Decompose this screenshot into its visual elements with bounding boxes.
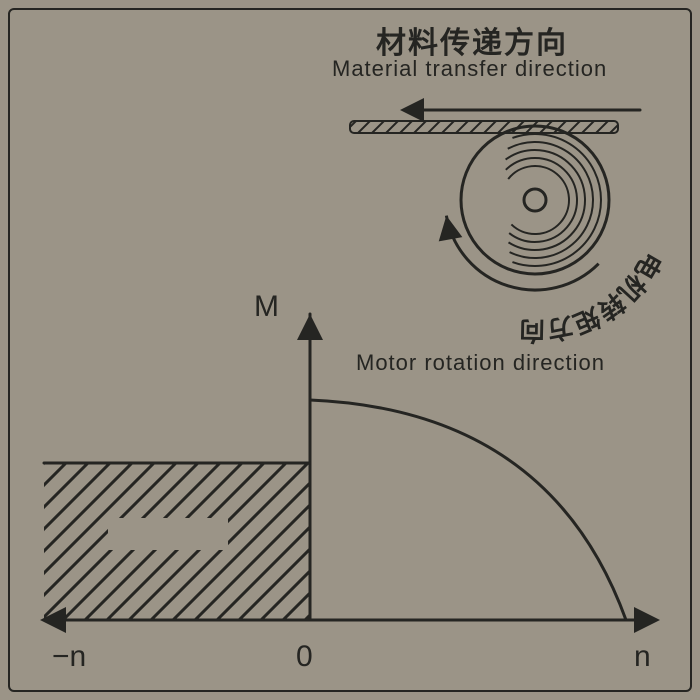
diagram-svg: 电机转矩方向 <box>0 0 700 700</box>
svg-text:电机转矩方向: 电机转矩方向 <box>519 247 668 346</box>
